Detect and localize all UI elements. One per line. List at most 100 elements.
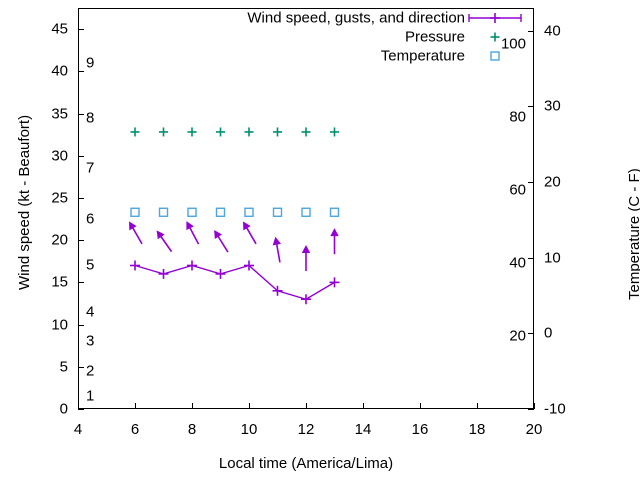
pressure-point <box>187 127 197 137</box>
y-tick-label-temp: 20 <box>544 173 561 191</box>
y-tick-temp <box>528 182 534 184</box>
y-tick-label-kt: 5 <box>59 358 68 376</box>
y-tick-label-beaufort: 9 <box>86 54 95 72</box>
y-tick-temp <box>528 257 534 259</box>
x-tick <box>363 403 364 409</box>
y-tick-label-kt: 35 <box>51 105 68 123</box>
y-tick-label-temp: 0 <box>544 324 553 342</box>
y-tick-label-pressure: 60 <box>509 181 526 199</box>
y-tick-label-kt: 15 <box>51 273 68 291</box>
y-tick-label-pressure: 40 <box>509 254 526 272</box>
legend-label-temperature: Temperature <box>380 47 465 65</box>
x-tick <box>420 403 421 409</box>
x-tick-label: 20 <box>525 421 543 438</box>
x-tick <box>534 403 535 409</box>
x-tick-label: 8 <box>187 421 197 438</box>
y-tick-label-kt: 45 <box>51 20 68 38</box>
wind-direction-arrow-icon <box>186 221 200 245</box>
pressure-point <box>130 127 140 137</box>
x-tick-label: 12 <box>297 421 315 438</box>
temperature-point <box>187 207 197 217</box>
x-tick-label: 18 <box>468 421 486 438</box>
temperature-point <box>272 207 283 217</box>
pressure-point <box>301 127 311 137</box>
wind-direction-arrow-icon <box>129 221 143 245</box>
y-tick-label-beaufort: 2 <box>86 362 95 380</box>
x-axis-title: Local time (America/Lima) <box>218 455 394 472</box>
pressure-point <box>330 127 339 137</box>
pressure-point <box>244 127 254 137</box>
temperature-point <box>158 207 169 217</box>
temperature-point <box>301 207 311 217</box>
legend-swatch-wind-marker <box>490 13 500 23</box>
pressure-point <box>159 127 168 137</box>
wind-direction-arrow-icon <box>301 245 311 272</box>
y-tick-kt <box>78 29 84 31</box>
wind-speed-point <box>272 285 283 296</box>
y-axis-right-title: Temperature (C - F) <box>626 168 640 300</box>
y-tick-label-temp: -10 <box>544 400 566 418</box>
y-tick-kt <box>78 366 84 368</box>
y-tick-label-beaufort: 5 <box>86 256 95 274</box>
x-tick <box>192 403 193 409</box>
temperature-point <box>215 207 226 217</box>
wind-direction-arrow-icon <box>272 236 281 263</box>
y-tick-label-kt: 40 <box>51 62 68 80</box>
wind-speed-point <box>244 260 254 271</box>
pressure-point <box>216 127 225 137</box>
x-tick <box>306 403 307 409</box>
wind-direction-arrow-icon <box>330 228 339 255</box>
y-tick-label-beaufort: 1 <box>86 387 95 405</box>
wind-speed-point <box>130 260 140 271</box>
wind-direction-arrow-icon <box>243 221 257 245</box>
y-tick-label-beaufort: 8 <box>86 109 95 127</box>
temperature-point <box>329 207 340 217</box>
wind-speed-point <box>158 268 169 279</box>
legend-swatch-temperature <box>490 51 500 61</box>
x-tick-label: 14 <box>354 421 372 438</box>
y-tick-kt <box>78 113 84 115</box>
y-tick-label-temp: 40 <box>544 22 561 40</box>
x-tick <box>78 403 79 409</box>
y-tick-label-temp: 10 <box>544 249 561 267</box>
y-tick-label-temp: 30 <box>544 97 561 115</box>
y-tick-label-kt: 0 <box>59 400 68 418</box>
y-tick-temp <box>528 106 534 108</box>
wind-speed-point <box>301 294 311 305</box>
x-tick <box>249 403 250 409</box>
y-tick-label-beaufort: 3 <box>86 332 95 350</box>
legend-label-pressure: Pressure <box>404 28 465 46</box>
y-tick-label-beaufort: 4 <box>86 303 95 321</box>
y-axis-left-title: Wind speed (kt - Beaufort) <box>16 114 33 290</box>
y-tick-kt <box>78 71 84 73</box>
y-tick-label-kt: 25 <box>51 189 68 207</box>
temperature-point <box>244 207 254 217</box>
legend-label-wind: Wind speed, gusts, and direction <box>247 9 465 27</box>
y-tick-label-pressure: 80 <box>509 108 526 126</box>
y-tick-temp <box>528 30 534 32</box>
x-tick <box>135 403 136 409</box>
y-tick-temp <box>528 333 534 335</box>
y-tick-label-kt: 10 <box>51 316 68 334</box>
wind-direction-arrow-icon <box>214 229 229 253</box>
y-tick-kt <box>78 409 84 410</box>
y-tick-kt <box>78 324 84 326</box>
y-tick-label-beaufort: 6 <box>86 210 95 228</box>
temperature-point <box>130 207 140 217</box>
y-tick-label-kt: 20 <box>51 231 68 249</box>
y-tick-temp <box>528 409 534 410</box>
wind-direction-arrow-icon <box>156 230 173 253</box>
x-tick-label: 16 <box>411 421 429 438</box>
y-tick-kt <box>78 240 84 242</box>
x-tick-label: 10 <box>240 421 258 438</box>
wind-speed-point <box>187 260 197 271</box>
wind-speed-point <box>215 268 226 279</box>
y-tick-label-kt: 30 <box>51 147 68 165</box>
y-tick-kt <box>78 155 84 157</box>
x-tick <box>477 403 478 409</box>
x-tick-label: 6 <box>130 421 140 438</box>
legend-swatch-pressure <box>490 32 500 42</box>
y-tick-label-beaufort: 7 <box>86 159 95 177</box>
y-tick-label-pressure: 20 <box>509 327 526 345</box>
